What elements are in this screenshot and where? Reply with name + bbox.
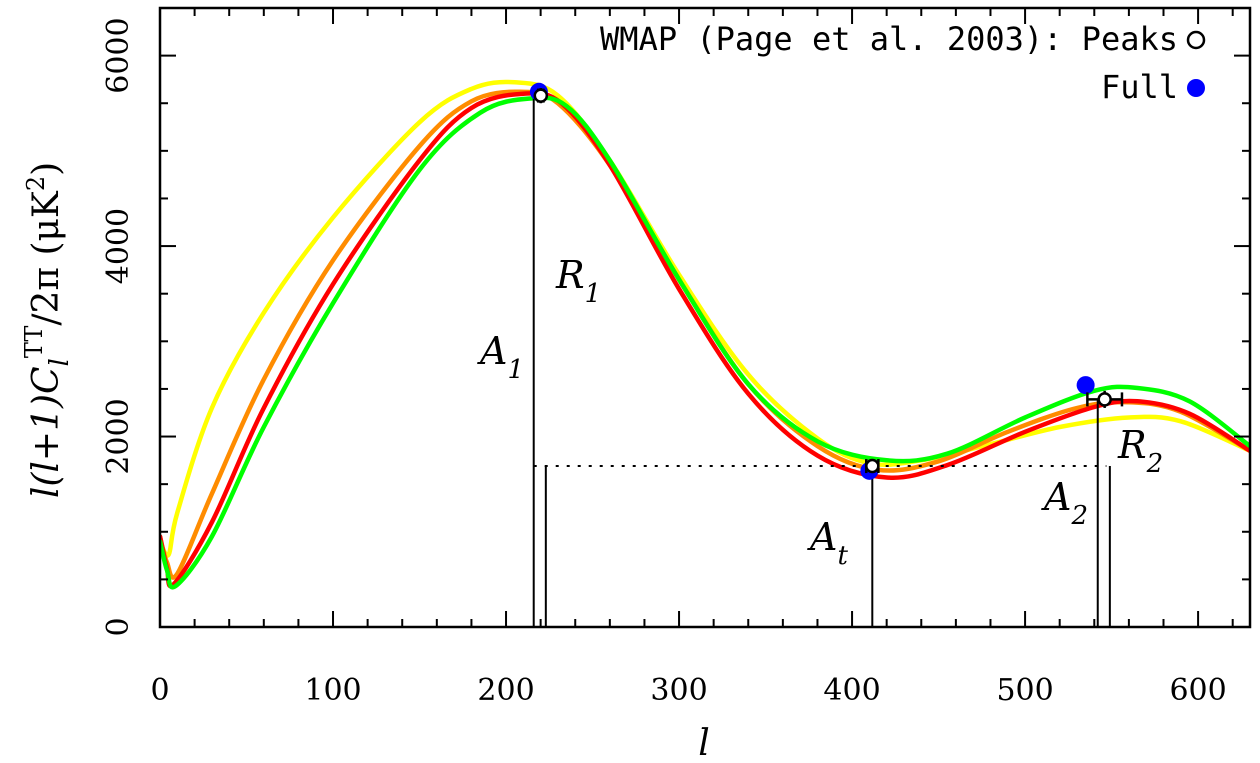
- y-tick-label-0: 0: [101, 617, 136, 636]
- legend-marker-filled-circle: [1187, 79, 1205, 97]
- annotation-r1: R1: [555, 253, 601, 309]
- y-tick-label-6000: 6000: [101, 17, 136, 93]
- legend-label-full: Full: [1101, 68, 1178, 106]
- annotation-at-sub: t: [837, 541, 848, 571]
- series-curves: [160, 79, 1250, 590]
- open-peak-marker-1: [865, 458, 880, 474]
- x-tick-label-400: 400: [823, 673, 880, 708]
- series-line-2: [160, 90, 1250, 589]
- x-tick-label-0: 0: [150, 673, 169, 708]
- annotation-at-main: A: [807, 515, 837, 559]
- x-tick-label-100: 100: [304, 673, 361, 708]
- annotation-r2: R2: [1117, 423, 1163, 479]
- plot-frame: [158, 6, 1252, 629]
- y-axis-title-sup: TT: [20, 326, 48, 358]
- open-peak-marker-2: [1097, 392, 1112, 407]
- x-axis-title: l: [698, 723, 710, 763]
- y-axis-title-tail: /2π (μK: [26, 190, 67, 326]
- annotation-r2-main: R: [1117, 423, 1147, 467]
- x-tick-label-500: 500: [996, 673, 1053, 708]
- axis-ticks: [159, 7, 1250, 628]
- legend-label-peaks: WMAP (Page et al. 2003): Peaks: [600, 20, 1178, 58]
- y-axis-title-c: C: [26, 366, 67, 394]
- y-axis-title-sub: l: [45, 358, 75, 366]
- y-axis-title-close: ): [26, 162, 67, 176]
- annotation-r1-main: R: [555, 253, 585, 297]
- annotations: A1 R1 At A2 R2: [477, 253, 1163, 571]
- peak-markers: [529, 82, 1124, 480]
- annotation-r2-sub: 2: [1146, 449, 1164, 479]
- y-tick-label-2000: 2000: [101, 398, 136, 474]
- annotation-at: At: [807, 515, 848, 571]
- x-tick-label-200: 200: [477, 673, 534, 708]
- annotation-a2: A2: [1041, 475, 1088, 531]
- y-axis-title: l(l+1)ClTT/2π (μK2): [20, 162, 75, 498]
- reference-lines: [532, 95, 1111, 627]
- legend: WMAP (Page et al. 2003): Peaks Full: [600, 20, 1206, 106]
- plot-border: [158, 6, 1252, 629]
- legend-marker-open-circle: [1186, 30, 1206, 50]
- annotation-a2-main: A: [1041, 475, 1071, 519]
- annotation-a2-sub: 2: [1070, 501, 1088, 531]
- x-tick-label-300: 300: [650, 673, 707, 708]
- annotation-a1: A1: [477, 329, 524, 385]
- series-line-3: [160, 95, 1250, 590]
- y-axis-title-lead: l(l+1): [26, 394, 67, 498]
- annotation-a1-sub: 1: [507, 355, 524, 385]
- annotation-a1-main: A: [477, 329, 507, 373]
- y-tick-label-4000: 4000: [101, 208, 136, 284]
- open-peak-marker-0: [533, 88, 549, 103]
- annotation-r1-sub: 1: [585, 279, 602, 309]
- x-tick-label-600: 600: [1169, 673, 1226, 708]
- y-axis-title-pow: 2: [22, 176, 50, 191]
- full-peak-marker-2: [1076, 376, 1095, 395]
